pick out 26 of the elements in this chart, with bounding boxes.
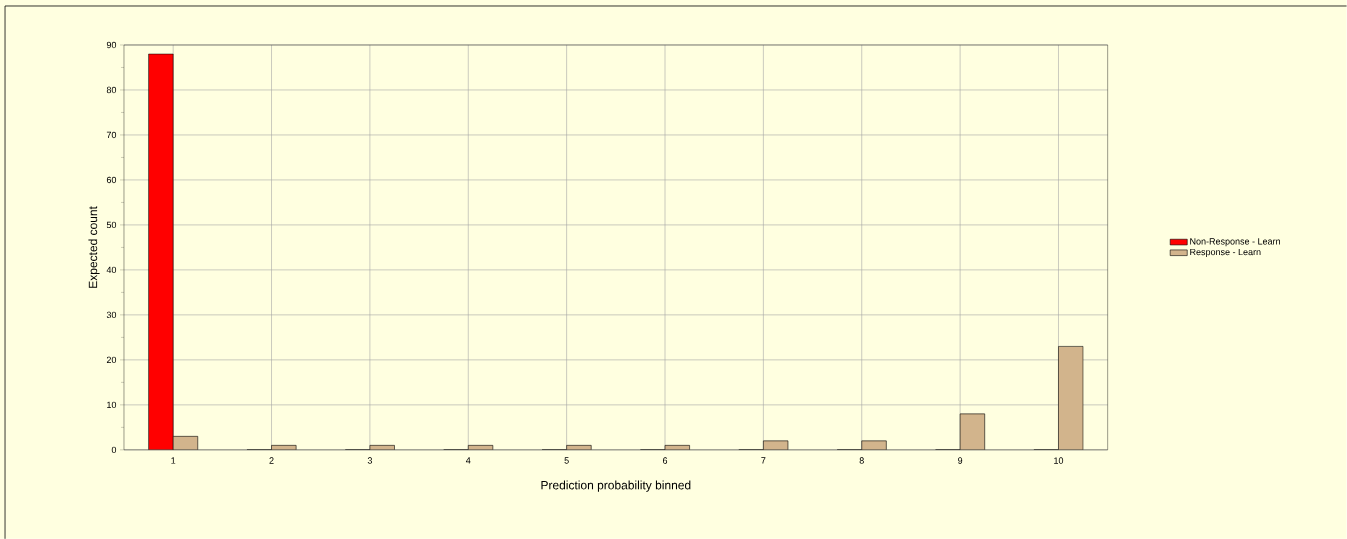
x-tick-label: 8 (859, 457, 864, 464)
x-tick-label: 4 (465, 457, 471, 464)
x-tick-label: 3 (367, 457, 373, 464)
y-tick-label: 90 (106, 41, 117, 49)
y-tick-label: 40 (106, 266, 117, 273)
x-tick-label: 2 (269, 457, 274, 464)
x-tick-label: 9 (958, 457, 963, 464)
y-tick-label: 80 (106, 86, 117, 94)
x-tick-label: 10 (1054, 457, 1064, 464)
x-axis-title: Prediction probability binned (541, 480, 691, 492)
y-axis-title: Expected count (88, 206, 100, 288)
y-tick-label: 50 (106, 221, 117, 228)
y-tick-label: 10 (107, 401, 117, 408)
y-tick-label: 0 (111, 446, 117, 453)
bar (148, 53, 174, 450)
y-tick-label: 70 (106, 131, 117, 139)
x-tick-label: 5 (564, 457, 569, 464)
legend-label: Response - Learn (1190, 248, 1261, 257)
bar (1058, 345, 1084, 450)
y-tick-label: 20 (106, 356, 117, 363)
y-tick-label: 60 (106, 176, 117, 184)
legend-label: Non-Response - Learn (1190, 238, 1280, 247)
x-tick-label: 1 (171, 457, 176, 464)
y-tick-label: 30 (106, 311, 117, 318)
x-tick-label: 6 (662, 457, 668, 464)
x-tick-label: 7 (761, 457, 766, 464)
